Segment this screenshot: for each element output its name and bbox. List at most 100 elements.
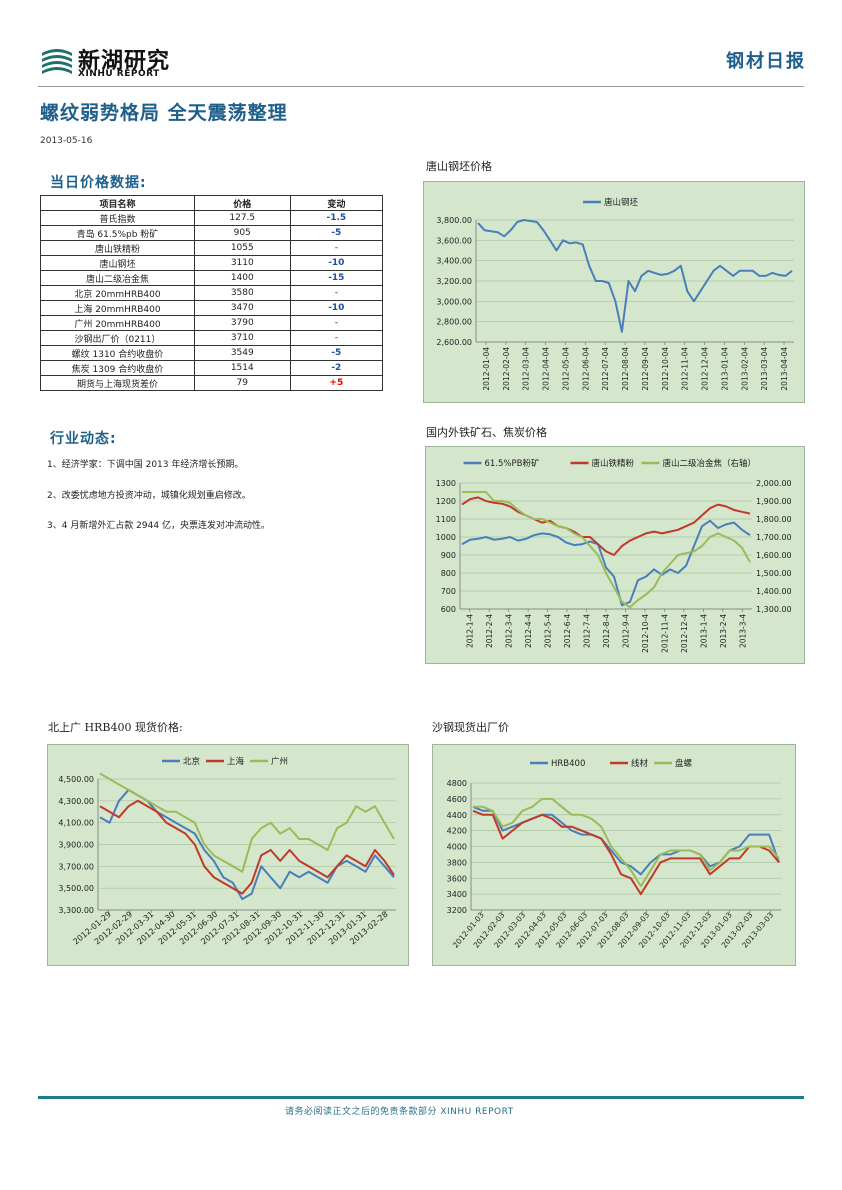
price-table: 项目名称 价格 变动 普氏指数 127.5 -1.5 青岛 61.5%pb 粉矿 905…	[40, 195, 384, 391]
chart-caption: 沙钢现货出厂价	[432, 721, 509, 734]
x-tick-label: 2012-04-04	[542, 347, 551, 391]
y-tick-label: 1100	[436, 515, 456, 524]
series-line	[477, 219, 793, 333]
x-tick-label: 2012-12-4	[680, 614, 689, 653]
y2-tick-label: 1,900.00	[756, 497, 792, 506]
footer-disclaimer: 请务必阅读正文之后的免责条款部分 XINHU REPORT	[285, 1107, 514, 1117]
cell-price: 3710	[193, 330, 291, 346]
cell-name: 广州 20mmHRB400	[40, 315, 195, 331]
series-line	[472, 809, 780, 896]
chart-ore-coke: 600 700 800 900 1000 1100 1200 1300 1,300.00 1,40…	[425, 446, 805, 664]
cell-name: 焦炭 1309 合约收盘价	[40, 360, 195, 376]
cell-price: 3110	[193, 255, 291, 271]
report-type: 钢材日报	[726, 51, 806, 72]
column-header: 变动	[289, 195, 384, 211]
x-tick-label: 2012-6-4	[563, 614, 572, 648]
y-tick-label: 3,900.00	[58, 841, 94, 850]
cell-change: -5	[289, 345, 384, 361]
y-tick-label: 3200	[447, 906, 467, 915]
cell-change: -	[289, 315, 384, 331]
table-row: 唐山钢坯 3110 -10	[40, 255, 384, 271]
y-tick-label: 4600	[447, 795, 467, 804]
cell-price: 3580	[193, 285, 291, 301]
chart-svg: 3200340036003800400042004400460048002012…	[447, 758, 781, 950]
cell-price: 3470	[193, 300, 291, 316]
legend-label: 北京	[183, 756, 200, 767]
cell-price: 1400	[193, 270, 291, 286]
y-tick-label: 4,100.00	[58, 819, 94, 828]
x-tick-label: 2013-04-04	[780, 347, 789, 391]
y-tick-label: 4200	[447, 827, 467, 836]
cell-name: 北京 20mmHRB400	[40, 285, 195, 301]
x-tick-label: 2012-10-4	[641, 614, 650, 653]
cell-name: 唐山铁精粉	[40, 240, 195, 256]
chart-caption: 国内外铁矿石、焦炭价格	[426, 426, 547, 439]
news-item: 2、改委忧虑地方投资冲动，城镇化规划重启修改。	[47, 491, 251, 501]
series-line	[473, 797, 780, 888]
cell-change: -15	[289, 270, 384, 286]
table-row: 唐山铁精粉 1055-	[40, 240, 384, 256]
chart-shagang: 3200 3400 3600 3800 4000 4200 4400 4600 4800 2012…	[432, 744, 796, 966]
series-line	[99, 772, 395, 873]
cell-price: 3549	[193, 345, 291, 361]
cell-change: +5	[289, 375, 384, 391]
y-tick-label: 3,300.00	[58, 906, 94, 915]
legend-label: 唐山钢坯	[604, 197, 639, 208]
table-row: 北京 20mmHRB400 3580-	[40, 285, 384, 301]
y-tick-label: 3600	[447, 874, 467, 883]
cell-price: 1055	[193, 240, 291, 256]
x-tick-label: 2013-03-04	[760, 347, 769, 391]
x-tick-label: 2012-03-04	[522, 347, 531, 391]
table-row: 螺纹 1310 合约收盘价 3549 -5	[40, 345, 384, 361]
y-tick-label: 4,300.00	[58, 797, 94, 806]
y-tick-label: 700	[441, 587, 456, 596]
y2-tick-label: 1,700.00	[756, 533, 792, 542]
x-tick-label: 2012-08-04	[621, 347, 630, 391]
table-row: 沙钢出厂价（0211） 3710-	[40, 330, 384, 346]
x-tick-label: 2012-07-04	[601, 347, 610, 391]
y2-tick-label: 1,400.00	[756, 587, 792, 596]
chart-caption: 唐山钢坯价格	[426, 160, 492, 173]
y-tick-label: 3,400.00	[436, 257, 472, 266]
column-header: 价格	[193, 195, 291, 211]
cell-name: 螺纹 1310 合约收盘价	[40, 345, 195, 361]
chart-billet: 2,600.00 2,800.00 3,000.00 3,200.00 3,400.00…	[423, 181, 805, 403]
cell-price: 79	[193, 375, 291, 391]
cell-change: -5	[289, 225, 384, 241]
report-date: 2013-05-16	[40, 136, 93, 146]
x-tick-label: 2012-1-4	[466, 614, 475, 648]
y-tick-label: 600	[441, 605, 456, 614]
y-tick-label: 3,700.00	[58, 862, 94, 871]
cell-change: -10	[289, 255, 384, 271]
cell-price: 905	[193, 225, 291, 241]
y-tick-label: 4800	[447, 779, 467, 788]
y-tick-label: 3800	[447, 858, 467, 867]
table-row: 普氏指数 127.5 -1.5	[40, 210, 384, 226]
table-row: 广州 20mmHRB400 3790-	[40, 315, 384, 331]
legend-label: 线材	[631, 758, 649, 769]
x-tick-label: 2012-8-4	[602, 614, 611, 648]
x-tick-label: 2012-09-04	[641, 347, 650, 391]
header-divider	[38, 86, 804, 87]
x-tick-label: 2012-3-4	[505, 614, 514, 648]
table-row: 焦炭 1309 合约收盘价 1514 -2	[40, 360, 384, 376]
x-tick-label: 2012-7-4	[583, 614, 592, 648]
y-tick-label: 2,600.00	[436, 338, 472, 347]
y-tick-label: 3,000.00	[436, 297, 472, 306]
price-section-title: 当日价格数据:	[50, 175, 147, 191]
page-title: 螺纹弱势格局 全天震荡整理	[40, 102, 288, 124]
y2-tick-label: 2,000.00	[756, 479, 792, 488]
cell-name: 唐山钢坯	[40, 255, 195, 271]
x-tick-label: 2013-1-4	[699, 614, 708, 648]
news-item: 3、4 月新增外汇占款 2944 亿，央票连发对冲流动性。	[47, 521, 270, 531]
x-tick-label: 2012-4-4	[524, 614, 533, 648]
cell-price: 1514	[193, 360, 291, 376]
y-tick-label: 3,600.00	[436, 236, 472, 245]
x-tick-label: 2012-9-4	[621, 614, 630, 648]
cell-change: -1.5	[289, 210, 384, 226]
y-tick-label: 4000	[447, 843, 467, 852]
chart-caption: 北上广 HRB400 现货价格:	[48, 721, 183, 734]
cell-name: 普氏指数	[40, 210, 195, 226]
y-tick-label: 1000	[436, 533, 456, 542]
series-line	[461, 496, 751, 556]
